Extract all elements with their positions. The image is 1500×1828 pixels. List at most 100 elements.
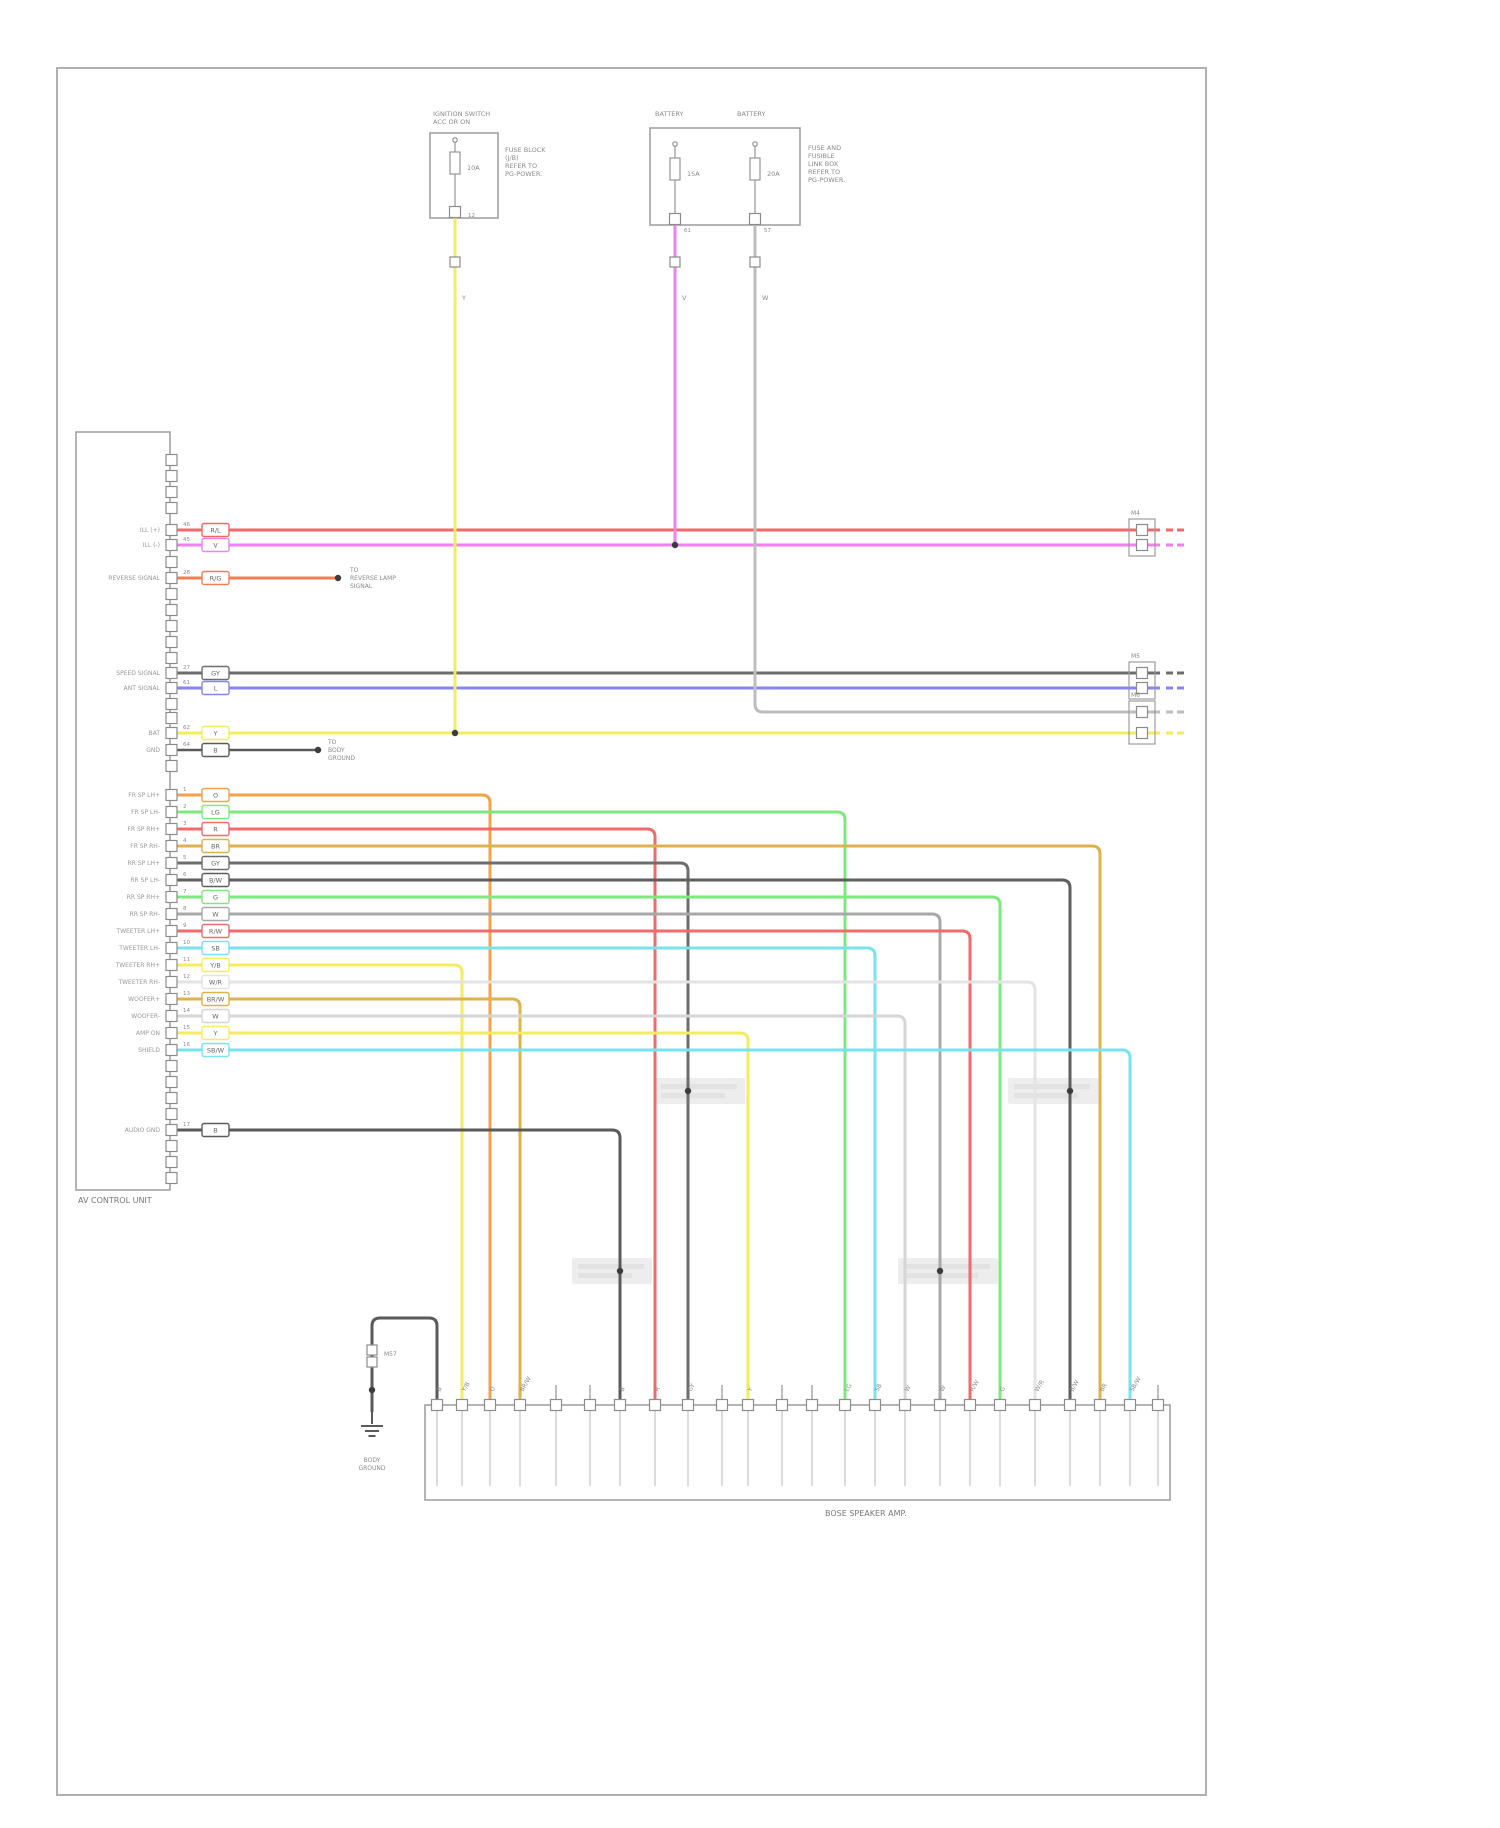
pin-number: 46 bbox=[183, 522, 190, 528]
connector-pin bbox=[165, 1026, 178, 1040]
connector-pin bbox=[805, 1398, 819, 1412]
connector-pin bbox=[165, 681, 178, 695]
pin-label: GND bbox=[146, 747, 160, 754]
pin-label: RR SP RH- bbox=[130, 911, 160, 918]
wire-color-code: R/L bbox=[210, 527, 221, 535]
offpage-note: TO bbox=[349, 567, 359, 574]
wire-color-code: B bbox=[213, 1127, 217, 1135]
pin-label: AMP ON bbox=[136, 1030, 160, 1037]
wire-color-chip bbox=[201, 522, 230, 538]
connector-id: M5 bbox=[1131, 653, 1140, 660]
wire-color-code: LG bbox=[211, 809, 220, 817]
connector-pin bbox=[681, 1398, 695, 1412]
fusible-link-title: BATTERY bbox=[655, 110, 683, 118]
pin-label: TWEETER LH- bbox=[118, 945, 160, 952]
connector-pin bbox=[165, 1009, 178, 1023]
connector-pin bbox=[165, 743, 178, 757]
wire-color-chip bbox=[201, 665, 230, 681]
fusible-link-note: FUSIBLE bbox=[808, 152, 835, 160]
connector-pin bbox=[165, 619, 178, 633]
wire-color-code: Y/B bbox=[209, 962, 221, 970]
fuse-pin-number: 57 bbox=[764, 228, 771, 234]
pin-number: 17 bbox=[183, 1122, 190, 1128]
connector-pin bbox=[165, 1107, 178, 1121]
ghost-reference-label bbox=[655, 1078, 745, 1104]
connector-pin bbox=[165, 453, 178, 467]
connector-pin bbox=[963, 1398, 977, 1412]
connector-pin bbox=[430, 1398, 444, 1412]
wire-batt-feed-2 bbox=[753, 219, 1160, 714]
inline-connector bbox=[749, 256, 761, 268]
fusible-link-note: PG-POWER. bbox=[808, 176, 845, 184]
amp-pin-wire-code: BR bbox=[1099, 1382, 1109, 1393]
inline-connector bbox=[366, 1356, 378, 1368]
fuse-rating-label: 10A bbox=[467, 164, 480, 172]
wire-color-code: SB bbox=[211, 945, 220, 953]
connector-pin bbox=[1135, 681, 1149, 695]
wire-color-chip bbox=[201, 680, 230, 696]
pin-label: RR SP LH- bbox=[130, 877, 160, 884]
wire-color-chip bbox=[201, 821, 230, 837]
page-frame bbox=[56, 67, 1207, 1796]
wire-color-chip bbox=[201, 725, 230, 741]
connector-pin bbox=[1151, 1398, 1165, 1412]
ground-label: GROUND bbox=[358, 1465, 385, 1472]
pin-label: RR SP RH+ bbox=[127, 894, 160, 901]
fusible-link-note: REFER TO bbox=[808, 168, 840, 176]
connector-pin bbox=[165, 1139, 178, 1153]
connector-pin bbox=[483, 1398, 497, 1412]
connector-pin bbox=[668, 212, 682, 226]
inline-connector bbox=[449, 256, 461, 268]
harness-connector bbox=[1128, 518, 1156, 557]
pin-label: AUDIO GND bbox=[125, 1127, 161, 1134]
wire-amp-on-signal bbox=[177, 1031, 750, 1405]
connector-pin bbox=[165, 666, 178, 680]
junction-dot bbox=[334, 574, 342, 582]
wire-color-chip bbox=[201, 991, 230, 1007]
wire-color-chip bbox=[201, 889, 230, 905]
connector-pin bbox=[513, 1398, 527, 1412]
connector-pin bbox=[613, 1398, 627, 1412]
fuse-terminal bbox=[452, 137, 458, 143]
fuse-block-note: PG-POWER. bbox=[505, 170, 542, 178]
connector-pin bbox=[1063, 1398, 1077, 1412]
offpage-note: BODY bbox=[328, 747, 345, 754]
connector-pin bbox=[165, 697, 178, 711]
wire-tweeter-lh-pos bbox=[177, 929, 972, 1405]
wire-color-chip bbox=[201, 906, 230, 922]
connector-id: M57 bbox=[384, 1351, 397, 1358]
harness-connector bbox=[1128, 700, 1156, 745]
pin-number: 11 bbox=[183, 957, 190, 963]
fuse-block-note: REFER TO bbox=[505, 162, 537, 170]
pin-label: FR SP LH- bbox=[131, 809, 160, 816]
offpage-note: TO bbox=[327, 739, 337, 746]
connector-pin bbox=[165, 603, 178, 617]
pin-number: 12 bbox=[183, 974, 190, 980]
amp-pin-wire-code: W bbox=[904, 1384, 913, 1393]
connector-pin bbox=[868, 1398, 882, 1412]
wire-tweeter-rh-pos bbox=[177, 963, 464, 1405]
connector-pin bbox=[165, 958, 178, 972]
wire-color-code: Y bbox=[213, 1030, 218, 1038]
wire-sp-rr-rh-pos bbox=[177, 895, 1002, 1405]
connector-pin bbox=[1028, 1398, 1042, 1412]
junction-dot bbox=[451, 729, 459, 737]
amp-pin-wire-code: G bbox=[999, 1385, 1008, 1393]
connector-pin bbox=[165, 1043, 178, 1057]
connector-pin bbox=[448, 205, 462, 219]
ghost-reference-label bbox=[898, 1258, 998, 1284]
fusible-link-note: FUSE AND bbox=[808, 144, 841, 152]
ground-label: BODY bbox=[364, 1457, 381, 1464]
fuse-block-note: FUSE BLOCK bbox=[505, 146, 546, 154]
pin-number: 2 bbox=[183, 804, 187, 810]
offpage-note: SIGNAL bbox=[350, 583, 373, 590]
pin-label: ILL (+) bbox=[140, 527, 160, 534]
ghost-text-line bbox=[904, 1264, 990, 1269]
pin-number: 16 bbox=[183, 1042, 190, 1048]
connector-pin bbox=[1135, 726, 1149, 740]
amp-pin-wire-code: SB bbox=[874, 1383, 884, 1393]
connector-pin bbox=[165, 726, 178, 740]
connector-pin bbox=[583, 1398, 597, 1412]
pin-number: 62 bbox=[183, 725, 190, 731]
